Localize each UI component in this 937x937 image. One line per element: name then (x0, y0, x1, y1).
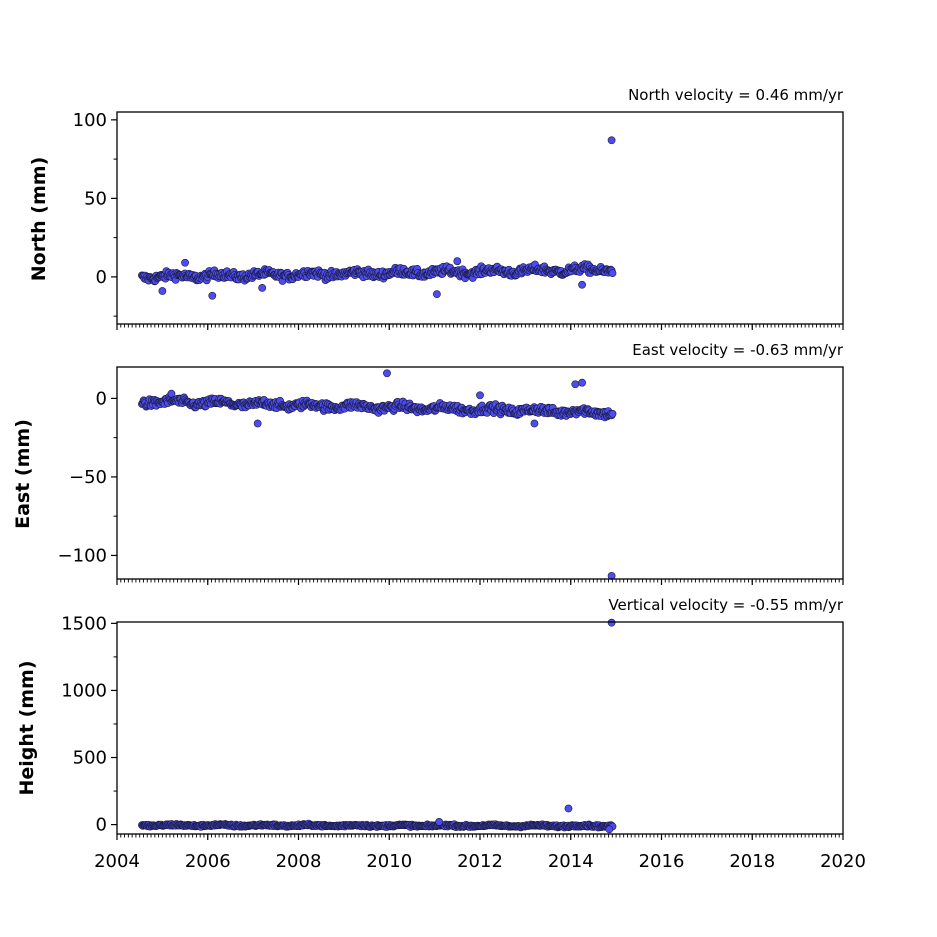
y-tick-label: 500 (73, 748, 107, 769)
y-tick-label: 0 (96, 815, 107, 836)
north-panel: North velocity = 0.46 mm/yr North (mm) 0… (28, 86, 844, 330)
outlier-point (564, 804, 573, 813)
north-series (138, 136, 617, 300)
east-series (138, 369, 617, 580)
outlier-point (476, 391, 484, 400)
x-tick-label: 2010 (366, 851, 412, 872)
east-axis-ticks: −100 −50 0 (58, 388, 844, 585)
height-y-axis-label: Height (mm) (16, 660, 38, 795)
east-plot-frame (116, 366, 844, 580)
east-y-axis-label: East (mm) (12, 419, 34, 529)
north-y-axis-label: North (mm) (28, 157, 50, 282)
x-tick-label: 2016 (639, 851, 685, 872)
east-panel: East velocity = -0.63 mm/yr East (mm) −1… (12, 341, 844, 585)
y-tick-label: 0 (96, 267, 107, 288)
y-tick-label: 0 (96, 388, 107, 409)
x-tick-label: 2012 (457, 851, 503, 872)
outlier-point (258, 283, 267, 292)
outlier-point (435, 818, 444, 826)
height-series (138, 618, 617, 834)
outlier-point (167, 389, 176, 398)
outlier-point (578, 378, 586, 387)
y-tick-label: 1000 (61, 680, 107, 701)
outlier-point (607, 618, 616, 627)
x-tick-label: 2008 (276, 851, 322, 872)
north-velocity-label: North velocity = 0.46 mm/yr (628, 86, 844, 104)
data-point (608, 269, 617, 278)
y-tick-label: 100 (73, 110, 107, 131)
north-plot-frame (116, 111, 844, 325)
height-plot-frame (116, 621, 844, 835)
outlier-point (253, 419, 262, 428)
outlier-point (158, 287, 167, 295)
outlier-point (453, 257, 462, 266)
outlier-point (383, 369, 391, 378)
outlier-point (578, 280, 586, 289)
y-tick-label: 1500 (61, 613, 107, 634)
outlier-point (530, 419, 539, 428)
vertical-velocity-label: Vertical velocity = -0.55 mm/yr (608, 596, 843, 614)
x-tick-label: 2018 (729, 851, 775, 872)
north-axis-ticks: 0 50 100 (73, 110, 844, 330)
outlier-point (605, 825, 614, 834)
y-tick-label: 50 (84, 188, 107, 209)
x-tick-label: 2004 (94, 851, 140, 872)
data-point (608, 409, 617, 418)
x-tick-label: 2006 (185, 851, 231, 872)
outlier-point (571, 380, 580, 389)
east-velocity-label: East velocity = -0.63 mm/yr (632, 341, 844, 359)
outlier-point (432, 290, 441, 299)
outlier-point (607, 136, 616, 145)
height-panel: Vertical velocity = -0.55 mm/yr Height (… (16, 596, 866, 872)
x-tick-label: 2014 (548, 851, 594, 872)
y-tick-label: −50 (69, 467, 107, 488)
x-tick-label: 2020 (820, 851, 866, 872)
height-axis-ticks: 0 500 1000 1500 2004 2006 2008 2010 2012 2014 2016… (61, 613, 866, 872)
outlier-point (181, 258, 189, 267)
outlier-point (208, 291, 217, 300)
y-tick-label: −100 (58, 545, 107, 566)
